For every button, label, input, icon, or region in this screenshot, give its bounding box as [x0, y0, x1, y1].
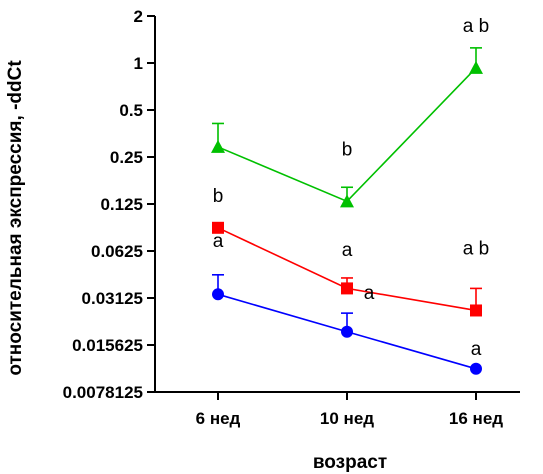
- y-tick-label: 0.0078125: [63, 383, 143, 402]
- significance-label: a b: [463, 238, 489, 259]
- x-axis-title: возраст: [313, 452, 387, 473]
- significance-label: b: [342, 139, 353, 160]
- data-point-triangle: [340, 194, 354, 208]
- series-square: [212, 221, 482, 317]
- data-point-circle: [341, 325, 353, 338]
- y-tick-label: 0.5: [119, 101, 143, 120]
- data-point-triangle: [469, 60, 483, 74]
- series-circle: [212, 273, 482, 375]
- x-tick-label: 6 нед: [196, 409, 241, 428]
- series-line: [217, 67, 477, 203]
- y-tick-label: 0.125: [100, 195, 143, 214]
- data-point-square: [341, 282, 353, 295]
- y-tick-label: 1: [134, 54, 143, 73]
- x-tick-label: 16 нед: [449, 409, 503, 428]
- significance-label: b: [213, 186, 224, 207]
- series-layer: b a b b a a b a a a: [211, 16, 489, 375]
- significance-label: a: [213, 231, 224, 252]
- y-tick-label: 0.015625: [72, 336, 143, 355]
- data-point-square: [212, 221, 224, 234]
- significance-label: a: [471, 339, 482, 360]
- series-triangle: [211, 47, 483, 208]
- data-point-square: [470, 304, 482, 317]
- significance-label: a: [342, 240, 353, 261]
- data-point-circle: [212, 288, 224, 301]
- data-point-triangle: [211, 139, 225, 153]
- y-tick-label: 0.0625: [91, 242, 143, 261]
- significance-label: a b: [463, 16, 489, 37]
- x-axis: 6 нед 10 нед 16 нед: [155, 391, 520, 428]
- significance-label: a: [364, 283, 375, 304]
- y-tick-label: 0.03125: [82, 289, 143, 308]
- y-tick-label: 0.25: [110, 148, 143, 167]
- data-point-circle: [470, 362, 482, 375]
- y-axis-title: относительная экспрессия, -ddCt: [5, 60, 26, 376]
- y-axis: 2 1 0.5 0.25 0.125 0.0625 0.03125 0.015625 0.007…: [63, 7, 156, 402]
- x-tick-label: 10 нед: [320, 409, 374, 428]
- y-tick-label: 2: [134, 7, 143, 26]
